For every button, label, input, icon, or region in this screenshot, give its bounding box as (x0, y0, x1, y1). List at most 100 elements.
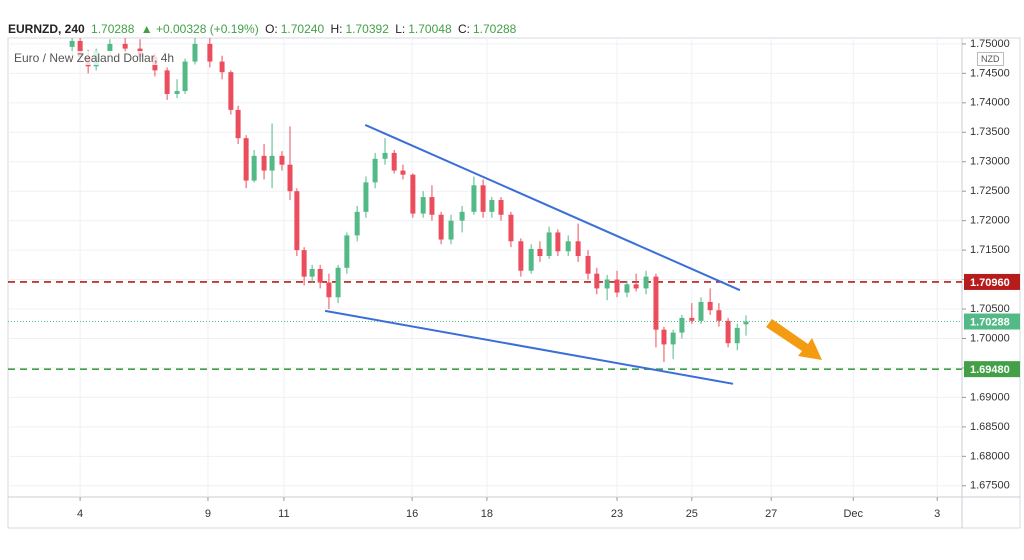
candle-body (698, 301, 704, 321)
trend-line (324, 309, 734, 385)
candle-body (624, 284, 630, 293)
candle-body (400, 170, 406, 175)
candle-body (235, 109, 241, 139)
candle-body (734, 327, 740, 344)
y-tick-label: 1.70000 (970, 332, 1010, 344)
candle-body (192, 43, 198, 62)
candle-body (287, 164, 293, 192)
trend-line (364, 123, 741, 292)
candle-body (585, 256, 591, 274)
candle-body (498, 200, 504, 215)
x-tick-label: 3 (934, 508, 940, 520)
candle-body (335, 267, 341, 298)
candle-body (326, 282, 332, 298)
ohlc-value: 1.70288 (472, 22, 517, 36)
candle-body (69, 40, 75, 47)
candle-body (207, 43, 213, 62)
price-tag (964, 361, 1020, 378)
ohlc-value: 1.70240 (280, 22, 325, 36)
candle-body (317, 268, 323, 283)
candle-body (219, 61, 225, 73)
x-tick-label: 23 (611, 508, 623, 520)
price-tag (964, 313, 1020, 330)
candle-body (174, 91, 180, 94)
candle-body (301, 250, 307, 277)
price-tag-label: 1.70288 (970, 316, 1010, 328)
y-tick-label: 1.73500 (970, 126, 1010, 138)
ohlc-label: O: (265, 22, 278, 36)
price-tag-label: 1.69480 (970, 364, 1010, 376)
candle-body (480, 185, 486, 212)
candle-body (391, 152, 397, 171)
candle-body (725, 320, 731, 344)
y-tick-label: 1.72000 (970, 215, 1010, 227)
candle-body (594, 273, 600, 289)
x-tick-label: 27 (765, 508, 777, 520)
candle-body (508, 214, 514, 242)
candle-body (743, 321, 749, 325)
candle-body (77, 40, 83, 57)
arrow (766, 319, 822, 360)
price-tag-label: 1.70960 (970, 277, 1010, 289)
y-tick-label: 1.71500 (970, 244, 1010, 256)
candle-body (382, 152, 388, 159)
ohlc-value: 1.70048 (408, 22, 452, 36)
y-tick-label: 1.68500 (970, 421, 1010, 433)
candle-body (528, 248, 534, 271)
x-tick-label: 25 (686, 508, 698, 520)
candle-body (604, 279, 610, 289)
candle-body (410, 174, 416, 214)
candle-body (575, 241, 581, 257)
candle-body (438, 214, 444, 240)
candle-body (546, 232, 552, 257)
symbol: EURNZD, 240 (8, 22, 85, 36)
ohlc-value: 1.70392 (345, 22, 389, 36)
candle-body (633, 284, 639, 289)
candle-body (653, 276, 659, 330)
candle-body (679, 317, 685, 333)
candle-body (670, 332, 676, 345)
x-tick-label: Dec (843, 508, 863, 520)
y-tick-label: 1.69000 (970, 391, 1010, 403)
candle-body (164, 70, 170, 94)
last-price: 1.70288 (91, 22, 135, 36)
candle-body (243, 138, 249, 181)
candle-body (363, 182, 369, 212)
change: ▲ +0.00328 (+0.19%) (140, 22, 259, 36)
candle-body (107, 43, 113, 51)
x-tick-label: 11 (278, 508, 289, 520)
candle-body (448, 220, 454, 240)
candle-body (471, 185, 477, 212)
candle-body (429, 197, 435, 215)
frame (7, 37, 1021, 529)
ohlc-label: H: (330, 22, 343, 36)
currency-button[interactable]: NZD (977, 52, 1004, 66)
ohlc-label: L: (395, 22, 406, 36)
candle-body (354, 211, 360, 236)
ohlc-label: C: (457, 22, 470, 36)
candle-body (459, 211, 465, 221)
candle-body (614, 279, 620, 293)
y-tick-label: 1.74500 (970, 67, 1010, 79)
y-tick-label: 1.70500 (970, 303, 1010, 315)
candle-body (565, 241, 571, 252)
candle-body (344, 235, 350, 268)
candle-body (518, 241, 524, 271)
candle-body (537, 248, 543, 257)
candle-body (661, 329, 667, 345)
candle-body (643, 276, 649, 289)
candle-body (707, 301, 713, 311)
x-tick-label: 9 (205, 508, 211, 520)
candle-body (261, 155, 267, 171)
y-tick-label: 1.74000 (970, 97, 1010, 109)
candle-body (716, 310, 722, 321)
candle-body (122, 43, 128, 49)
candle-body (269, 155, 275, 171)
x-tick-label: 18 (481, 508, 493, 520)
chart-title: Euro / New Zealand Dollar, 4h (14, 51, 175, 65)
candle-body (689, 317, 695, 321)
x-tick-label: 16 (406, 508, 418, 520)
candle-body (489, 200, 495, 212)
